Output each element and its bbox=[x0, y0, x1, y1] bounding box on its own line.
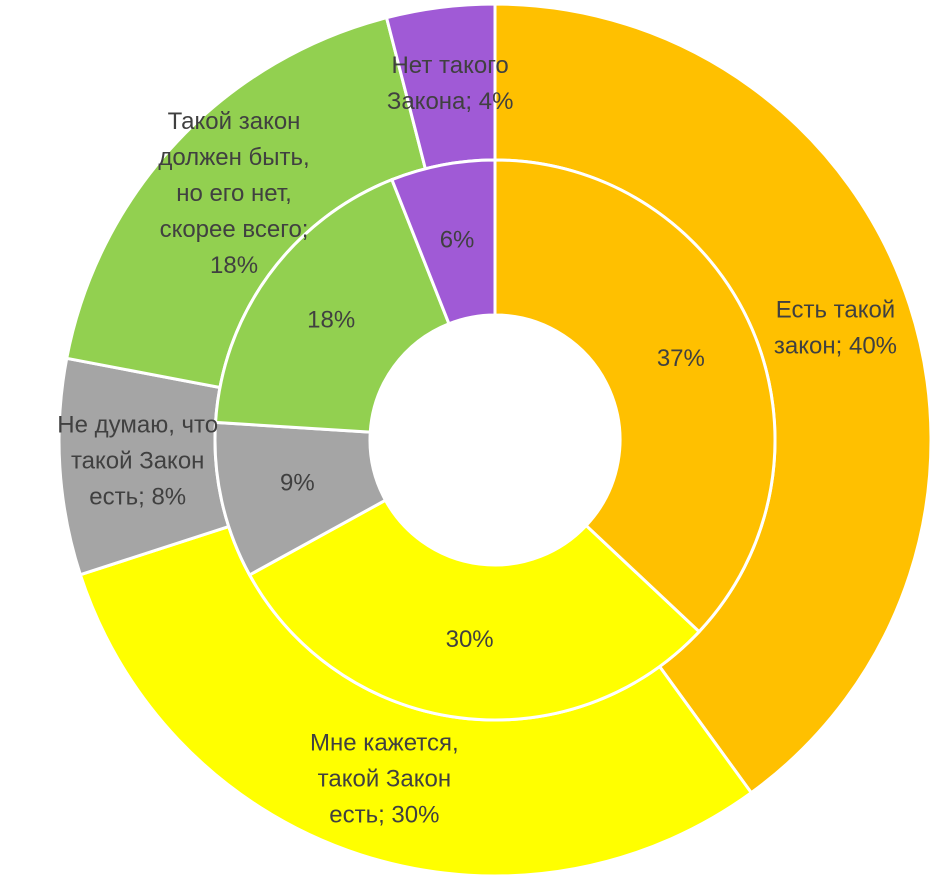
donut-slice bbox=[213, 177, 451, 434]
donut-slice bbox=[389, 158, 497, 326]
data-label: Есть такой закон; 40% bbox=[774, 297, 897, 360]
data-label: 6% bbox=[440, 226, 475, 253]
data-label: 18% bbox=[307, 306, 355, 333]
data-label: Мне кажется, такой Закон есть; 30% bbox=[310, 730, 459, 829]
data-label: Нет такого Закона; 4% bbox=[387, 52, 514, 115]
data-label: 37% bbox=[657, 345, 705, 372]
data-label: 30% bbox=[446, 626, 494, 653]
data-label: Такой закон должен быть, но его нет, скорее… bbox=[158, 108, 309, 279]
donut-slice bbox=[493, 158, 777, 634]
data-label: 9% bbox=[280, 470, 315, 497]
donut-slice bbox=[247, 498, 702, 722]
data-label: Не думаю, что такой Закон есть; 8% bbox=[57, 412, 218, 511]
